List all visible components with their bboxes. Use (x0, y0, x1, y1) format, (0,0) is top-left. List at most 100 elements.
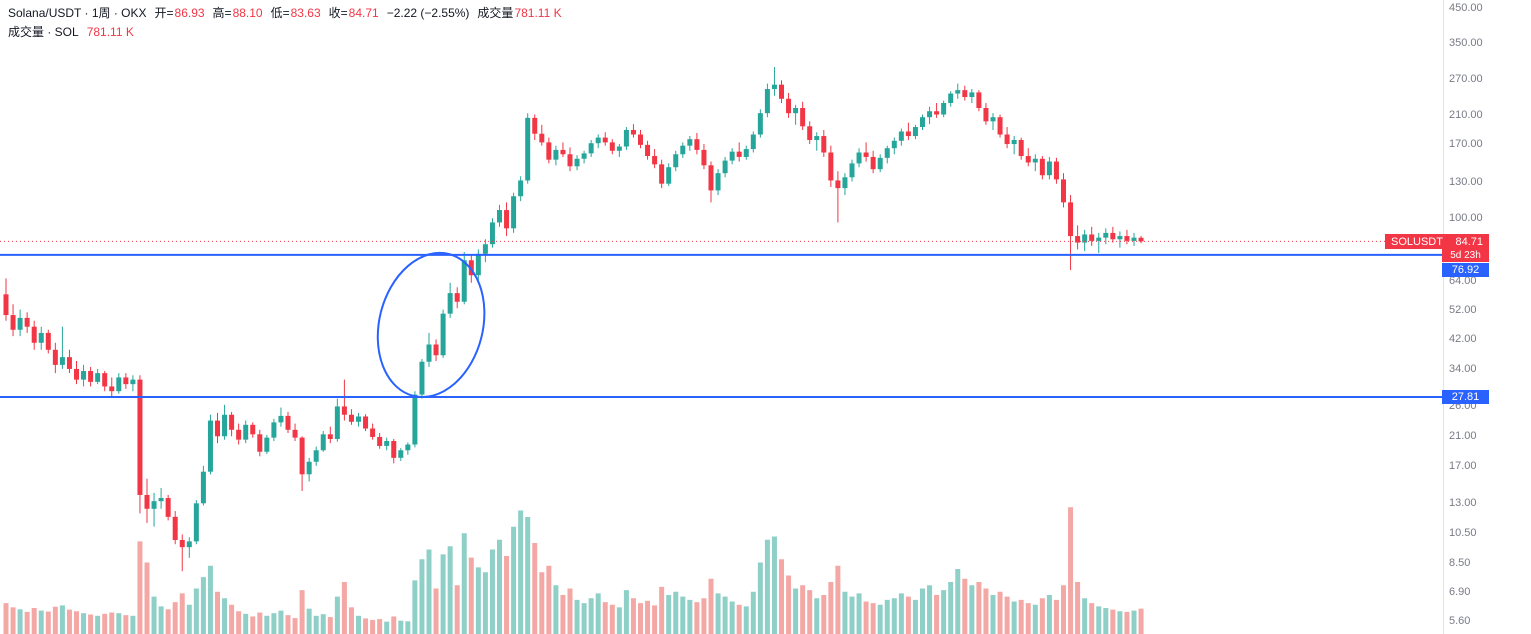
volume-bar (722, 596, 728, 634)
symbol-legend-row[interactable]: Solana/USDT · 1周 · OKX 开= 86.93 高= 88.10 低… (8, 5, 562, 22)
candle-body (292, 429, 298, 438)
volume-bar (849, 596, 855, 634)
candle-body (814, 136, 820, 140)
price-level-label-lower[interactable]: 27.81 (1442, 390, 1489, 404)
volume-bar (52, 606, 58, 634)
candle-body (151, 501, 157, 509)
volume-bar (123, 615, 129, 634)
ellipse-annotation[interactable] (363, 241, 499, 408)
volume-bar (10, 607, 16, 634)
price-axis[interactable]: 450.00 350.00 270.00 210.00 170.00 130.00 100.… (1443, 0, 1531, 634)
candle-body (743, 149, 749, 157)
candle-body (877, 157, 883, 170)
volume-bar (200, 577, 206, 634)
volume-bar (835, 565, 841, 634)
volume-bar (151, 596, 157, 634)
candle-body (1053, 161, 1059, 180)
volume-bar (525, 517, 531, 634)
candle-body (659, 164, 665, 184)
candle-body (786, 98, 792, 114)
volume-bar (363, 618, 369, 634)
candle-body (81, 371, 87, 380)
close-value: 84.71 (348, 6, 379, 20)
price-tick: 100.00 (1449, 212, 1483, 225)
volume-bar (222, 598, 228, 634)
volume-bar (320, 614, 326, 634)
candle-body (750, 134, 756, 150)
volume-bar (532, 543, 538, 634)
volume-bar (616, 607, 622, 634)
volume-bar (144, 562, 150, 634)
candle-body (905, 131, 911, 137)
candle-body (983, 108, 989, 122)
volume-bar (66, 609, 72, 634)
candle-body (144, 494, 150, 509)
candle-body (602, 137, 608, 143)
candle-body (370, 428, 376, 437)
volume-bar (229, 604, 235, 634)
volume-bar (109, 612, 115, 634)
candle-body (334, 406, 340, 439)
volume-bar (652, 605, 658, 634)
volume-bar (475, 567, 481, 634)
volume-bar (842, 591, 848, 634)
candle-body (708, 165, 714, 191)
price-tick: 270.00 (1449, 73, 1483, 86)
volume-bar (1082, 598, 1088, 634)
volume-bar (412, 580, 418, 634)
volume-study-title[interactable]: 成交量 · SOL (8, 25, 79, 39)
candle-body (1075, 236, 1081, 243)
volume-bar (186, 604, 192, 634)
candle-body (701, 149, 707, 166)
candle-body (539, 133, 545, 143)
volume-bar (659, 586, 665, 634)
candle-body (884, 148, 890, 158)
candle-body (45, 332, 51, 350)
volume-bar (807, 590, 813, 634)
candle-body (405, 444, 411, 451)
candle-body (1096, 237, 1102, 241)
candle-body (518, 180, 524, 197)
volume-legend-row[interactable]: 成交量 · SOL 781.11 K (8, 24, 562, 41)
candle-body (52, 349, 58, 365)
volume-bar (1061, 585, 1066, 634)
candle-body (306, 461, 312, 475)
volume-bar (193, 588, 199, 634)
open-label: 开= (154, 6, 174, 20)
candle-body (193, 503, 199, 542)
price-tick: 8.50 (1449, 556, 1471, 569)
candle-body (475, 253, 481, 276)
symbol-title[interactable]: Solana/USDT · 1周 · OKX (8, 6, 147, 20)
volume-bar (602, 602, 608, 634)
candle-body (320, 434, 326, 451)
volume-bar (172, 602, 178, 634)
candle-body (95, 373, 101, 382)
volume-bar (81, 613, 87, 634)
candle-body (673, 154, 679, 168)
candle-body (856, 152, 862, 164)
candle-body (207, 420, 213, 472)
volume-bar (1138, 608, 1144, 634)
candle-body (638, 134, 643, 145)
volume-bar (609, 604, 615, 634)
price-level-label-upper[interactable]: 76.92 (1442, 263, 1489, 277)
last-price-label: SOLUSDT 84.71 (1385, 234, 1489, 249)
candle-body (595, 137, 601, 144)
volume-bar (137, 541, 143, 634)
volume-bar (884, 599, 890, 634)
volume-bar (38, 610, 44, 634)
price-tick: 170.00 (1449, 138, 1483, 150)
volume-bar (1032, 604, 1038, 634)
volume-bar (179, 593, 185, 634)
volume-bar (567, 588, 573, 634)
volume-bar (31, 608, 37, 634)
candle-body (426, 344, 432, 362)
price-tick: 6.90 (1449, 585, 1471, 598)
candle-body (532, 117, 538, 134)
volume-bar (976, 582, 982, 634)
candle-body (327, 434, 333, 439)
candle-body (736, 151, 742, 157)
close-label: 收= (328, 6, 348, 20)
